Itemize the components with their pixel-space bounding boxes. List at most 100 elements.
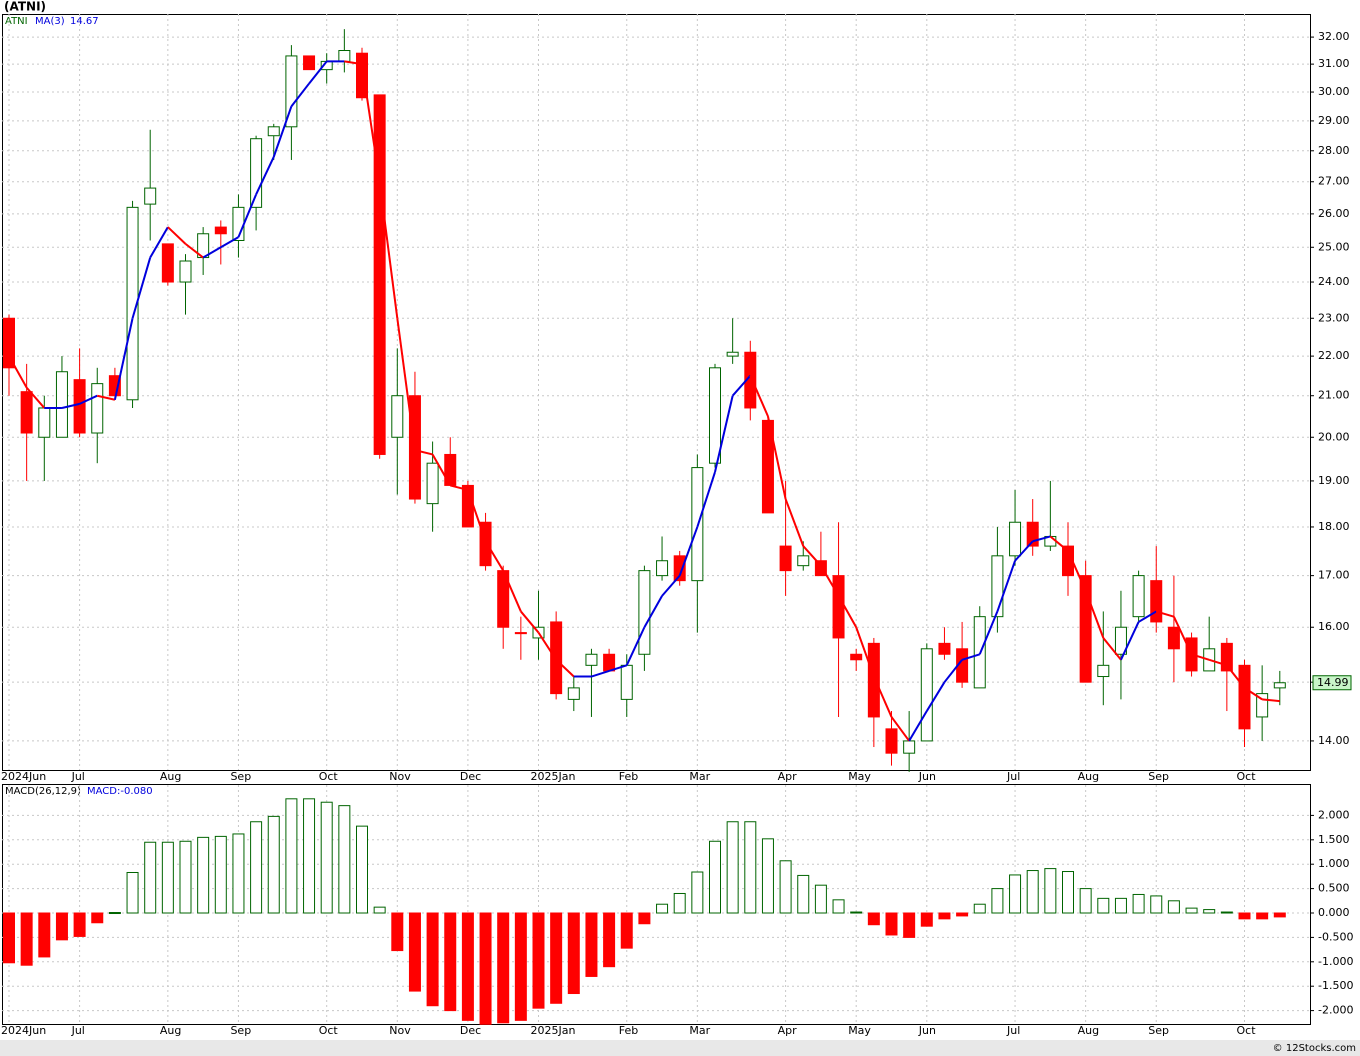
- ma-segment: [1172, 616, 1193, 655]
- macd-bar: [603, 912, 616, 968]
- macd-bar: [179, 840, 192, 914]
- x-tick-label: 2025Jan: [531, 1024, 576, 1037]
- x-tick-label: Mar: [689, 1024, 710, 1037]
- macd-bar: [620, 912, 633, 949]
- x-tick-label: Feb: [619, 1024, 638, 1037]
- macd-bar: [1185, 907, 1198, 914]
- ma-segment: [396, 318, 416, 451]
- ma-segment: [1084, 590, 1105, 639]
- candle-body: [303, 55, 316, 71]
- candle-body: [144, 187, 157, 205]
- candle-body: [426, 462, 439, 505]
- candle-body: [161, 243, 174, 283]
- ma-segment: [378, 181, 399, 319]
- macd-bar: [73, 912, 86, 937]
- macd-bar: [550, 912, 563, 1004]
- candle-body: [673, 555, 686, 582]
- x-tick-label: Nov: [389, 1024, 411, 1037]
- candle-body: [3, 317, 15, 369]
- y-tick-label: 1.500: [1318, 833, 1350, 846]
- y-tick-label: 28.00: [1318, 144, 1350, 157]
- ma-segment: [837, 595, 858, 628]
- ma-value: 14.67: [70, 16, 99, 27]
- x-tick-label: Jul: [1006, 770, 1020, 783]
- macd-bar: [1256, 912, 1269, 920]
- x-tick-label: Apr: [778, 770, 798, 783]
- macd-bar: [20, 912, 33, 966]
- candle-body: [285, 55, 298, 128]
- macd-bar: [567, 912, 580, 995]
- candle-body: [1097, 664, 1110, 678]
- ma-segment: [450, 484, 469, 491]
- macd-bar: [1220, 911, 1233, 914]
- y-tick-label: 0.500: [1318, 882, 1350, 895]
- y-tick-label: 26.00: [1318, 207, 1350, 220]
- last-price-label: 14.99: [1317, 676, 1349, 689]
- candle-body: [638, 570, 651, 655]
- candle-body: [991, 555, 1004, 618]
- macd-bar: [373, 906, 386, 914]
- macd-bar: [761, 838, 774, 914]
- ma-segment: [661, 574, 681, 597]
- macd-bar: [726, 821, 739, 914]
- ma-segment: [1049, 535, 1069, 552]
- y-tick-label: 14.00: [1318, 734, 1350, 747]
- macd-bar: [656, 903, 669, 914]
- macd-bar: [285, 798, 298, 914]
- candle-body: [867, 642, 880, 718]
- y-tick-label: 22.00: [1318, 349, 1350, 362]
- ma-segment: [466, 489, 487, 542]
- macd-bar: [903, 912, 916, 938]
- y-tick-label: 0.000: [1318, 906, 1350, 919]
- ma-segment: [961, 653, 981, 661]
- macd-bar: [479, 912, 492, 1025]
- ma-segment: [1208, 658, 1228, 667]
- y-tick-label: 29.00: [1318, 114, 1350, 127]
- ma-segment: [925, 681, 946, 712]
- macd-bar: [214, 835, 227, 914]
- ma-segment: [643, 595, 663, 628]
- candle-body: [903, 740, 916, 754]
- ma-segment: [1155, 610, 1175, 618]
- candle-body: [514, 632, 527, 635]
- candle-body: [1009, 521, 1022, 557]
- x-tick-label: Jul: [71, 770, 85, 783]
- macd-bar: [1114, 897, 1127, 914]
- y-tick-label: 2.000: [1318, 808, 1350, 821]
- ma-segment: [1014, 540, 1034, 562]
- candle-body: [214, 226, 227, 235]
- macd-bar: [250, 821, 263, 914]
- candle-body: [73, 379, 86, 434]
- ma-segment: [344, 60, 363, 66]
- candle-body: [126, 206, 139, 401]
- ma-segment: [308, 60, 328, 85]
- macd-bar: [91, 912, 104, 924]
- candle-body: [603, 653, 616, 672]
- ma-segment: [220, 236, 239, 249]
- ma-segment: [802, 545, 822, 567]
- candle-body: [567, 687, 580, 700]
- x-tick-label: Sep: [230, 770, 251, 783]
- ma-segment: [820, 565, 840, 597]
- y-tick-label: 27.00: [1318, 175, 1350, 188]
- y-tick-label: 21.00: [1318, 389, 1350, 402]
- candle-body: [938, 642, 951, 655]
- candle-body: [1167, 626, 1180, 650]
- macd-bar: [444, 912, 457, 1012]
- candle-body: [620, 664, 633, 700]
- x-tick-label: Sep: [1148, 1024, 1169, 1037]
- candle-body: [920, 648, 933, 742]
- ma-segment: [855, 626, 875, 677]
- ma-segment: [1032, 535, 1051, 543]
- x-tick-label: Aug: [160, 770, 181, 783]
- ma-segment: [290, 82, 310, 107]
- ma-segment: [591, 669, 610, 678]
- ma-segment: [1243, 687, 1263, 701]
- macd-bar: [973, 903, 986, 914]
- x-tick-label: Sep: [1148, 770, 1169, 783]
- y-tick-label: 16.00: [1318, 620, 1350, 633]
- macd-bar: [514, 912, 527, 1021]
- x-tick-label: May: [848, 1024, 871, 1037]
- candle-body: [814, 560, 827, 577]
- macd-bar: [850, 911, 863, 914]
